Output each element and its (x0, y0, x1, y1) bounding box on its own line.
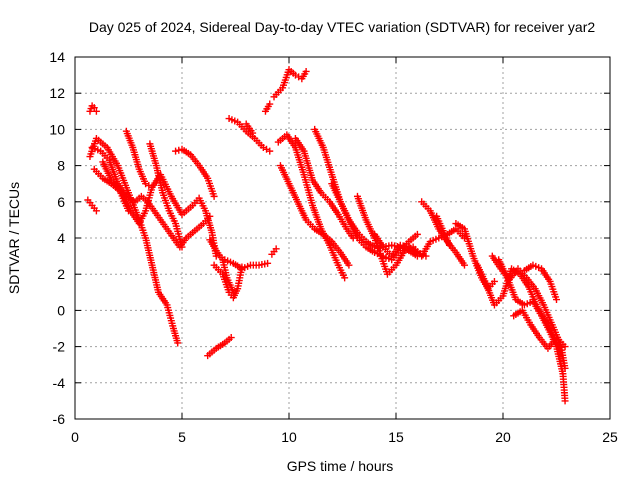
data-point (90, 104, 98, 112)
data-point (174, 339, 182, 347)
series-track-14 (225, 115, 274, 155)
data-point (264, 259, 272, 267)
series-track-11 (210, 261, 246, 302)
series-track-7 (122, 127, 156, 191)
data-point (92, 107, 100, 115)
data-point (172, 147, 180, 155)
series-track-24 (353, 192, 468, 278)
series-track-18 (270, 66, 310, 101)
y-tick-label: 10 (49, 121, 65, 137)
data-point (561, 343, 569, 351)
series-track-15 (242, 120, 257, 137)
x-tick-label: 5 (178, 429, 186, 445)
series-track-21 (291, 134, 357, 242)
series-track-27 (433, 212, 453, 249)
series-track-2 (84, 196, 100, 215)
data-point (92, 207, 100, 215)
series-track-17 (268, 245, 280, 258)
data-point (249, 129, 257, 137)
x-axis-label: GPS time / hours (287, 458, 394, 474)
y-tick-label: 0 (57, 302, 65, 318)
x-tick-label: 0 (71, 429, 79, 445)
axes: 0 5 10 15 20 25 -6 -4 -2 0 2 4 6 8 10 12 14 (49, 49, 618, 445)
y-tick-label: 8 (57, 158, 65, 174)
data-point (341, 274, 349, 282)
x-tick-label: 25 (602, 429, 618, 445)
y-tick-label: -6 (53, 411, 66, 427)
y-tick-label: 4 (57, 230, 65, 246)
data-point (266, 147, 274, 155)
series-track-3 (86, 134, 182, 347)
series-track-20 (276, 162, 353, 269)
series-track-10 (206, 236, 237, 296)
data-point (345, 261, 353, 269)
data-point (553, 296, 560, 304)
chart-title: Day 025 of 2024, Sidereal Day-to-day VTE… (89, 19, 595, 35)
y-tick-label: -2 (53, 339, 66, 355)
y-tick-label: 6 (57, 194, 65, 210)
data-point (460, 261, 468, 269)
data-marks (84, 66, 569, 405)
series-track-12 (221, 256, 272, 273)
data-point (561, 397, 569, 405)
series-track-13 (204, 334, 235, 360)
data-point (210, 192, 218, 200)
data-point (490, 277, 498, 285)
data-point (148, 183, 156, 191)
series-track-5 (88, 144, 214, 251)
series-track-31 (495, 256, 569, 405)
series-track-16 (261, 100, 274, 115)
grid (75, 57, 610, 419)
series-track-25 (371, 230, 430, 260)
series-track-1 (86, 102, 100, 115)
series-track-32 (510, 306, 569, 352)
series-track-19 (274, 131, 349, 282)
data-point (266, 100, 274, 108)
data-point (178, 243, 186, 251)
series-track-9 (172, 145, 218, 200)
y-axis-label: SDTVAR / TECUs (6, 182, 22, 294)
series-track-33 (520, 261, 560, 304)
data-point (206, 212, 214, 220)
y-tick-label: 2 (57, 266, 65, 282)
x-tick-label: 10 (281, 429, 297, 445)
series-track-8 (146, 140, 186, 251)
data-point (125, 207, 132, 215)
series-track-6 (99, 158, 132, 215)
data-point (413, 230, 421, 238)
data-point (272, 245, 280, 253)
data-point (302, 67, 310, 75)
x-tick-label: 15 (388, 429, 404, 445)
y-tick-label: -4 (53, 375, 66, 391)
x-tick-label: 20 (495, 429, 511, 445)
data-point (446, 241, 453, 249)
data-point (227, 334, 235, 342)
y-tick-label: 12 (49, 85, 65, 101)
data-point (422, 252, 430, 260)
y-tick-label: 14 (49, 49, 65, 65)
